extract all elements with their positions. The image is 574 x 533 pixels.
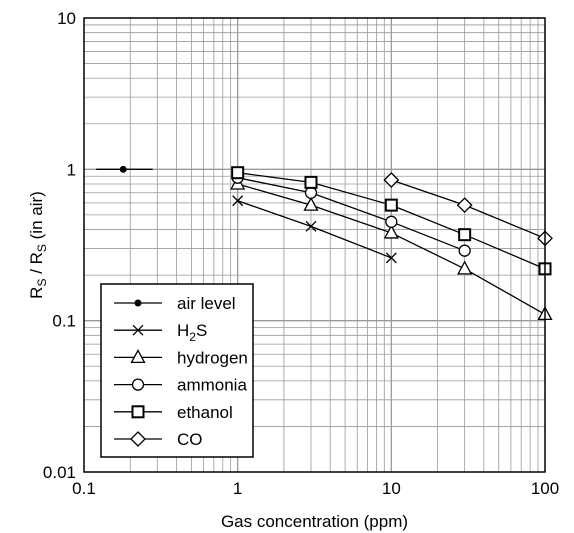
legend-label: hydrogen bbox=[177, 348, 248, 367]
data-point bbox=[231, 166, 245, 180]
data-point bbox=[383, 224, 399, 239]
y-label-mid: / R bbox=[27, 252, 46, 278]
y-tick-label: 10 bbox=[57, 9, 76, 28]
legend-item: CO bbox=[114, 430, 203, 449]
y-axis-label: RS / RS (in air) bbox=[27, 191, 49, 299]
y-label-sub1: S bbox=[35, 279, 49, 287]
data-point bbox=[385, 215, 398, 228]
legend-label: CO bbox=[177, 430, 203, 449]
legend-item: air level bbox=[114, 294, 236, 313]
legend-marker bbox=[131, 378, 145, 391]
data-point bbox=[119, 165, 127, 173]
legend-label-part: H bbox=[177, 321, 189, 340]
legend-label-subscript: 2 bbox=[189, 330, 196, 344]
legend-item: ethanol bbox=[114, 403, 233, 422]
series-circle bbox=[231, 171, 471, 257]
y-tick-label: 0.1 bbox=[52, 312, 76, 331]
legend-item: H2S bbox=[114, 321, 207, 344]
data-point bbox=[458, 244, 471, 257]
legend-label: ethanol bbox=[177, 403, 233, 422]
x-tick-label: 100 bbox=[531, 479, 559, 498]
series-dot bbox=[96, 165, 153, 173]
legend-label-part: S bbox=[196, 321, 207, 340]
data-point bbox=[304, 175, 318, 189]
y-tick-label: 1 bbox=[67, 160, 76, 179]
series-triangle bbox=[230, 175, 553, 321]
y-label-r1: R bbox=[27, 287, 46, 299]
data-point bbox=[383, 172, 400, 188]
legend-label: air level bbox=[177, 294, 236, 313]
x-tick-label: 1 bbox=[233, 479, 242, 498]
data-point bbox=[303, 196, 319, 211]
data-point bbox=[304, 186, 318, 199]
data-point bbox=[384, 198, 398, 212]
series-x bbox=[232, 195, 397, 264]
x-tick-label: 0.1 bbox=[72, 479, 96, 498]
plot-frame bbox=[83, 17, 546, 473]
data-point bbox=[305, 220, 317, 232]
x-axis-label: Gas concentration (ppm) bbox=[221, 512, 408, 531]
y-tick-label: 0.01 bbox=[43, 463, 76, 482]
data-point bbox=[457, 260, 473, 275]
data-point bbox=[232, 195, 244, 207]
legend-box bbox=[100, 283, 254, 458]
y-label-tail: (in air) bbox=[27, 191, 46, 244]
y-label-sub2: S bbox=[35, 244, 49, 252]
series-line bbox=[237, 177, 465, 252]
data-point bbox=[385, 252, 397, 264]
legend-marker bbox=[130, 349, 146, 364]
legend-marker bbox=[132, 324, 144, 336]
legend-marker bbox=[131, 405, 145, 419]
x-tick-label: 10 bbox=[382, 479, 401, 498]
legend-item: ammonia bbox=[114, 376, 247, 395]
data-point bbox=[458, 228, 472, 242]
legend-item: hydrogen bbox=[114, 348, 248, 367]
legend-marker bbox=[134, 299, 142, 307]
legend-marker bbox=[130, 431, 146, 447]
data-point bbox=[456, 197, 473, 214]
legend-label: H2S bbox=[177, 321, 207, 344]
legend-label: ammonia bbox=[177, 376, 247, 395]
